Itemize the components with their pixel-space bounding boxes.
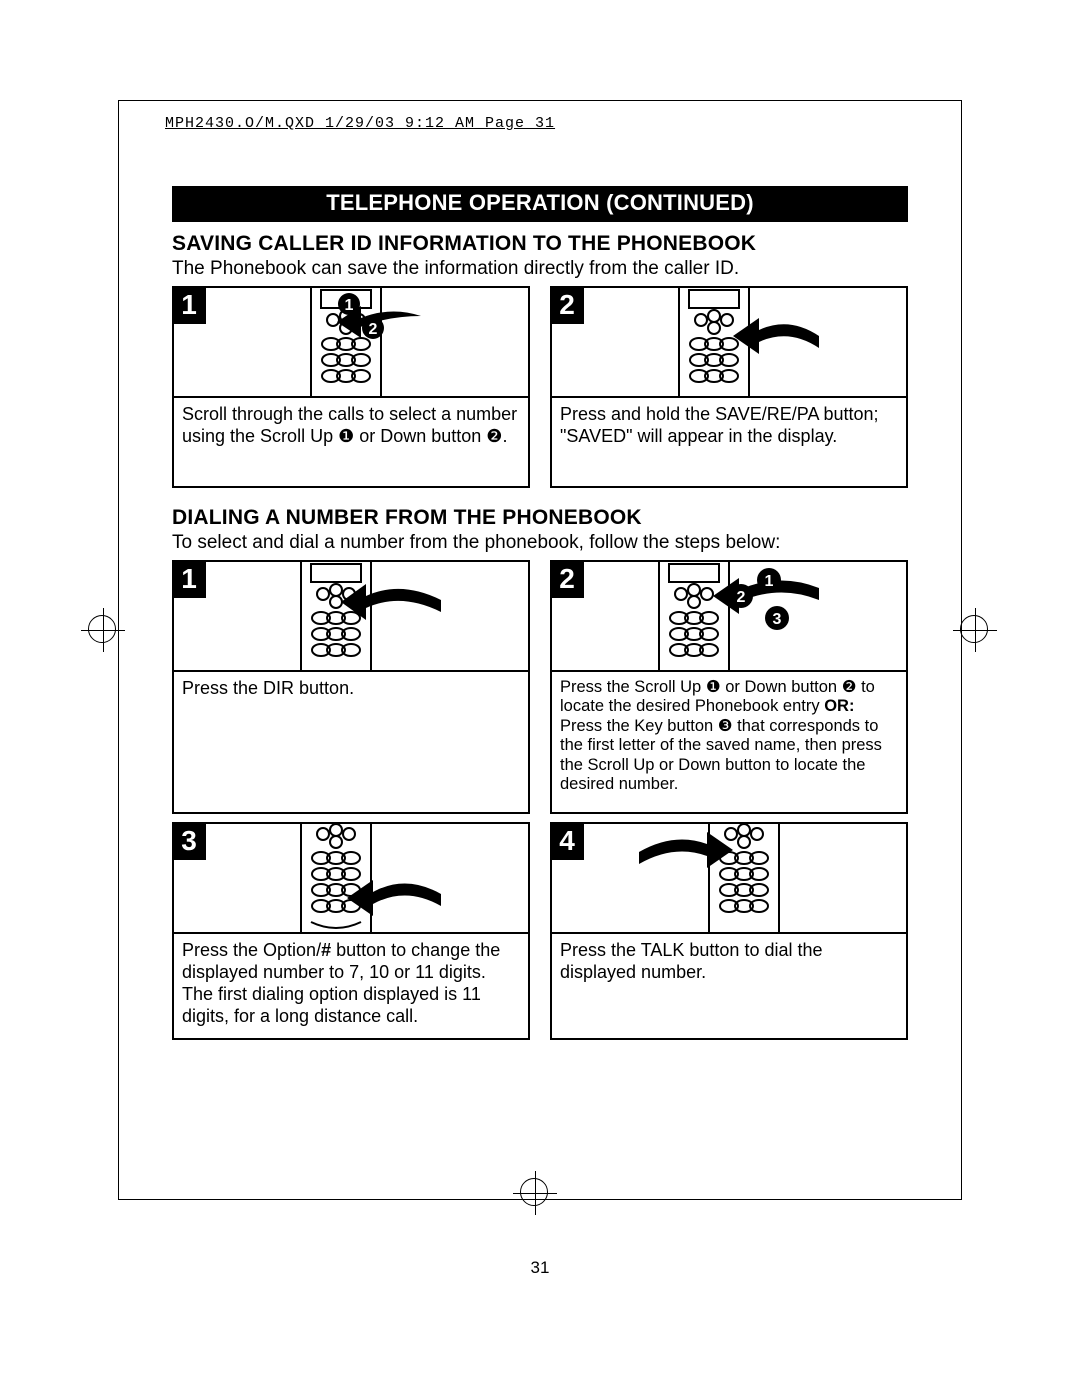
crop-mark-left — [88, 615, 116, 643]
crop-mark-right — [960, 615, 988, 643]
section2-heading: DIALING A NUMBER FROM THE PHONEBOOK — [172, 506, 908, 530]
phone-illustration — [552, 824, 906, 934]
step-badge: 2 — [550, 286, 584, 324]
step-desc: Press and hold the SAVE/RE/PA button; "S… — [552, 398, 906, 486]
page-number: 31 — [172, 1258, 908, 1278]
svg-text:2: 2 — [737, 589, 746, 606]
svg-text:3: 3 — [773, 611, 782, 628]
s1-step-1: 1 — [172, 286, 530, 488]
phone-illustration: 1 2 — [174, 288, 528, 398]
svg-text:2: 2 — [369, 321, 378, 338]
step-desc: Press the DIR button. — [174, 672, 528, 812]
section1-heading: SAVING CALLER ID INFORMATION TO THE PHON… — [172, 232, 908, 256]
page-content: TELEPHONE OPERATION (CONTINUED) SAVING C… — [172, 186, 908, 1040]
s1-step-2: 2 Press and hold the SAVE/RE/PA button — [550, 286, 908, 488]
phone-illustration — [552, 288, 906, 398]
s2-step-2: 2 1 2 3 — [550, 560, 908, 814]
svg-text:1: 1 — [765, 573, 774, 590]
step-badge: 4 — [550, 822, 584, 860]
phone-illustration: 1 2 3 — [552, 562, 906, 672]
crop-mark-bottom — [520, 1178, 548, 1206]
section2-steps: 1 Press the DIR button. — [172, 560, 908, 1040]
step-desc: Scroll through the calls to select a num… — [174, 398, 528, 486]
s2-step-4: 4 Press the TALK button to dial the di — [550, 822, 908, 1040]
s2-step-1: 1 Press the DIR button. — [172, 560, 530, 814]
file-header: MPH2430.O/M.QXD 1/29/03 9:12 AM Page 31 — [165, 115, 555, 132]
step-badge: 1 — [172, 286, 206, 324]
phone-illustration — [174, 562, 528, 672]
s2-step-3: 3 Press the Opti — [172, 822, 530, 1040]
section2-intro: To select and dial a number from the pho… — [172, 532, 908, 554]
step-badge: 3 — [172, 822, 206, 860]
step-badge: 2 — [550, 560, 584, 598]
svg-text:1: 1 — [345, 297, 354, 314]
step-badge: 1 — [172, 560, 206, 598]
step-desc: Press the TALK button to dial the displa… — [552, 934, 906, 1022]
section1-steps: 1 — [172, 286, 908, 488]
step-desc: Press the Scroll Up ❶ or Down button ❷ t… — [552, 672, 906, 812]
step-desc: Press the Option/# button to change the … — [174, 934, 528, 1038]
section1-intro: The Phonebook can save the information d… — [172, 258, 908, 280]
phone-illustration — [174, 824, 528, 934]
title-bar: TELEPHONE OPERATION (CONTINUED) — [172, 186, 908, 222]
